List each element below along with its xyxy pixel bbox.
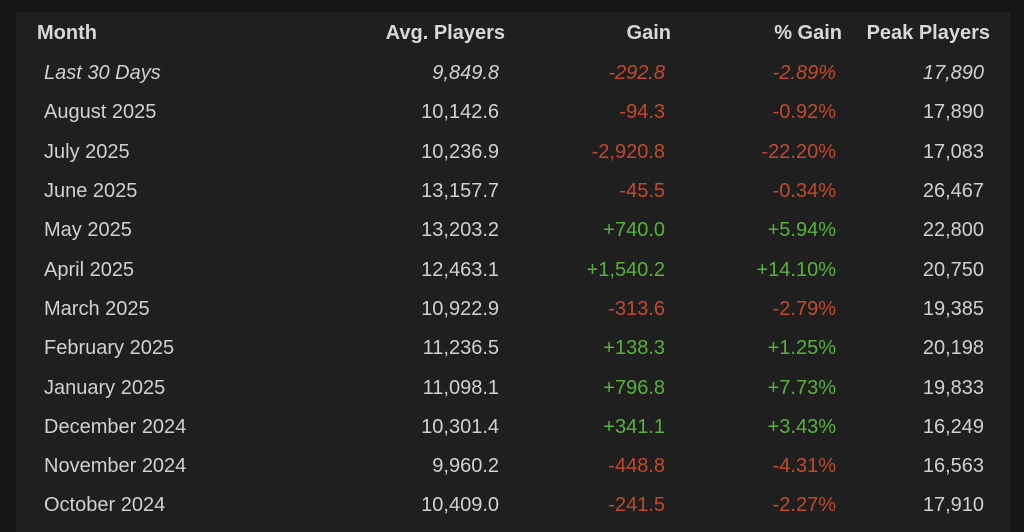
cell-gain: -241.5 [608,494,665,517]
cell-month: February 2025 [44,337,175,360]
cell-month: March 2025 [44,297,150,320]
cell-gain: -2,920.8 [591,140,665,163]
cell-avg-players: 10,236.9 [421,140,499,163]
cell-peak-players: 20,198 [922,337,984,360]
cell-gain: +796.8 [603,376,665,399]
monthly-players-table: Month Avg. Players Gain % Gain Peak Play… [16,12,1010,526]
cell-month: May 2025 [44,219,132,242]
cell-avg-players: 12,463.1 [421,258,499,281]
table-row: May 2025 13,203.2 +740.0 +5.94% 22,800 [16,211,1010,250]
cell-peak-players: 26,467 [922,180,984,203]
table-row: August 2025 10,142.6 -94.3 -0.92% 17,890 [16,93,1010,132]
cell-gain: +740.0 [603,219,665,242]
header-avg-players[interactable]: Avg. Players [385,21,505,44]
cell-percent-gain: -22.20% [761,140,837,163]
cell-percent-gain: +14.10% [756,258,836,281]
cell-month: October 2024 [44,494,166,517]
table-row: December 2024 10,301.4 +341.1 +3.43% 16,… [16,408,1010,447]
cell-percent-gain: -0.34% [772,180,836,203]
table-row: June 2025 13,157.7 -45.5 -0.34% 26,467 [16,172,1010,211]
cell-avg-players: 10,922.9 [421,297,499,320]
cell-percent-gain: +7.73% [767,376,836,399]
table-row: February 2025 11,236.5 +138.3 +1.25% 20,… [16,329,1010,368]
cell-gain: -45.5 [619,180,665,203]
cell-month: December 2024 [44,415,187,438]
cell-avg-players: 13,203.2 [421,219,499,242]
cell-avg-players: 10,301.4 [421,415,499,438]
cell-avg-players: 13,157.7 [421,180,499,203]
cell-gain: +138.3 [603,337,665,360]
cell-percent-gain: -2.27% [772,494,836,517]
cell-gain: -448.8 [608,455,665,478]
cell-month: August 2025 [44,101,157,124]
cell-percent-gain: -0.92% [772,101,836,124]
cell-peak-players: 20,750 [922,258,984,281]
cell-avg-players: 11,098.1 [422,376,499,399]
table-row: October 2024 10,409.0 -241.5 -2.27% 17,9… [16,486,1010,525]
cell-month: January 2025 [44,376,166,399]
cell-month: July 2025 [44,140,130,163]
header-month[interactable]: Month [37,21,97,44]
cell-peak-players: 22,800 [922,219,984,242]
table-row: November 2024 9,960.2 -448.8 -4.31% 16,5… [16,447,1010,486]
player-stats-panel: Month Avg. Players Gain % Gain Peak Play… [16,12,1010,532]
cell-gain: +341.1 [603,415,665,438]
cell-gain: -94.3 [619,101,665,124]
cell-month: April 2025 [44,258,135,281]
table-row: January 2025 11,098.1 +796.8 +7.73% 19,8… [16,368,1010,407]
cell-percent-gain: +5.94% [767,219,836,242]
table-header-row: Month Avg. Players Gain % Gain Peak Play… [16,12,1010,54]
cell-percent-gain: +3.43% [767,415,836,438]
cell-avg-players: 10,409.0 [421,494,499,517]
cell-peak-players: 19,385 [922,297,984,320]
header-gain[interactable]: Gain [626,21,671,44]
cell-gain: -313.6 [608,297,665,320]
cell-peak-players: 17,890 [922,101,984,124]
cell-percent-gain: +1.25% [767,337,836,360]
cell-month: Last 30 Days [44,62,161,85]
cell-peak-players: 16,563 [922,455,984,478]
cell-percent-gain: -2.79% [772,297,836,320]
cell-percent-gain: -2.89% [772,62,836,85]
cell-peak-players: 17,083 [922,140,984,163]
cell-peak-players: 17,890 [922,62,984,85]
header-percent-gain[interactable]: % Gain [774,21,842,44]
cell-avg-players: 10,142.6 [421,101,499,124]
table-row: July 2025 10,236.9 -2,920.8 -22.20% 17,0… [16,133,1010,172]
cell-gain: +1,540.2 [586,258,665,281]
cell-peak-players: 19,833 [922,376,984,399]
cell-month: June 2025 [44,180,138,203]
table-row-last-30-days: Last 30 Days 9,849.8 -292.8 -2.89% 17,89… [16,54,1010,93]
cell-month: November 2024 [44,455,187,478]
cell-percent-gain: -4.31% [772,455,836,478]
cell-avg-players: 11,236.5 [422,337,499,360]
cell-peak-players: 17,910 [922,494,984,517]
table-row: March 2025 10,922.9 -313.6 -2.79% 19,385 [16,290,1010,329]
cell-peak-players: 16,249 [922,415,984,438]
cell-avg-players: 9,849.8 [432,62,499,85]
header-peak-players[interactable]: Peak Players [866,21,990,44]
cell-gain: -292.8 [608,62,665,85]
table-row: April 2025 12,463.1 +1,540.2 +14.10% 20,… [16,250,1010,289]
cell-avg-players: 9,960.2 [432,455,499,478]
